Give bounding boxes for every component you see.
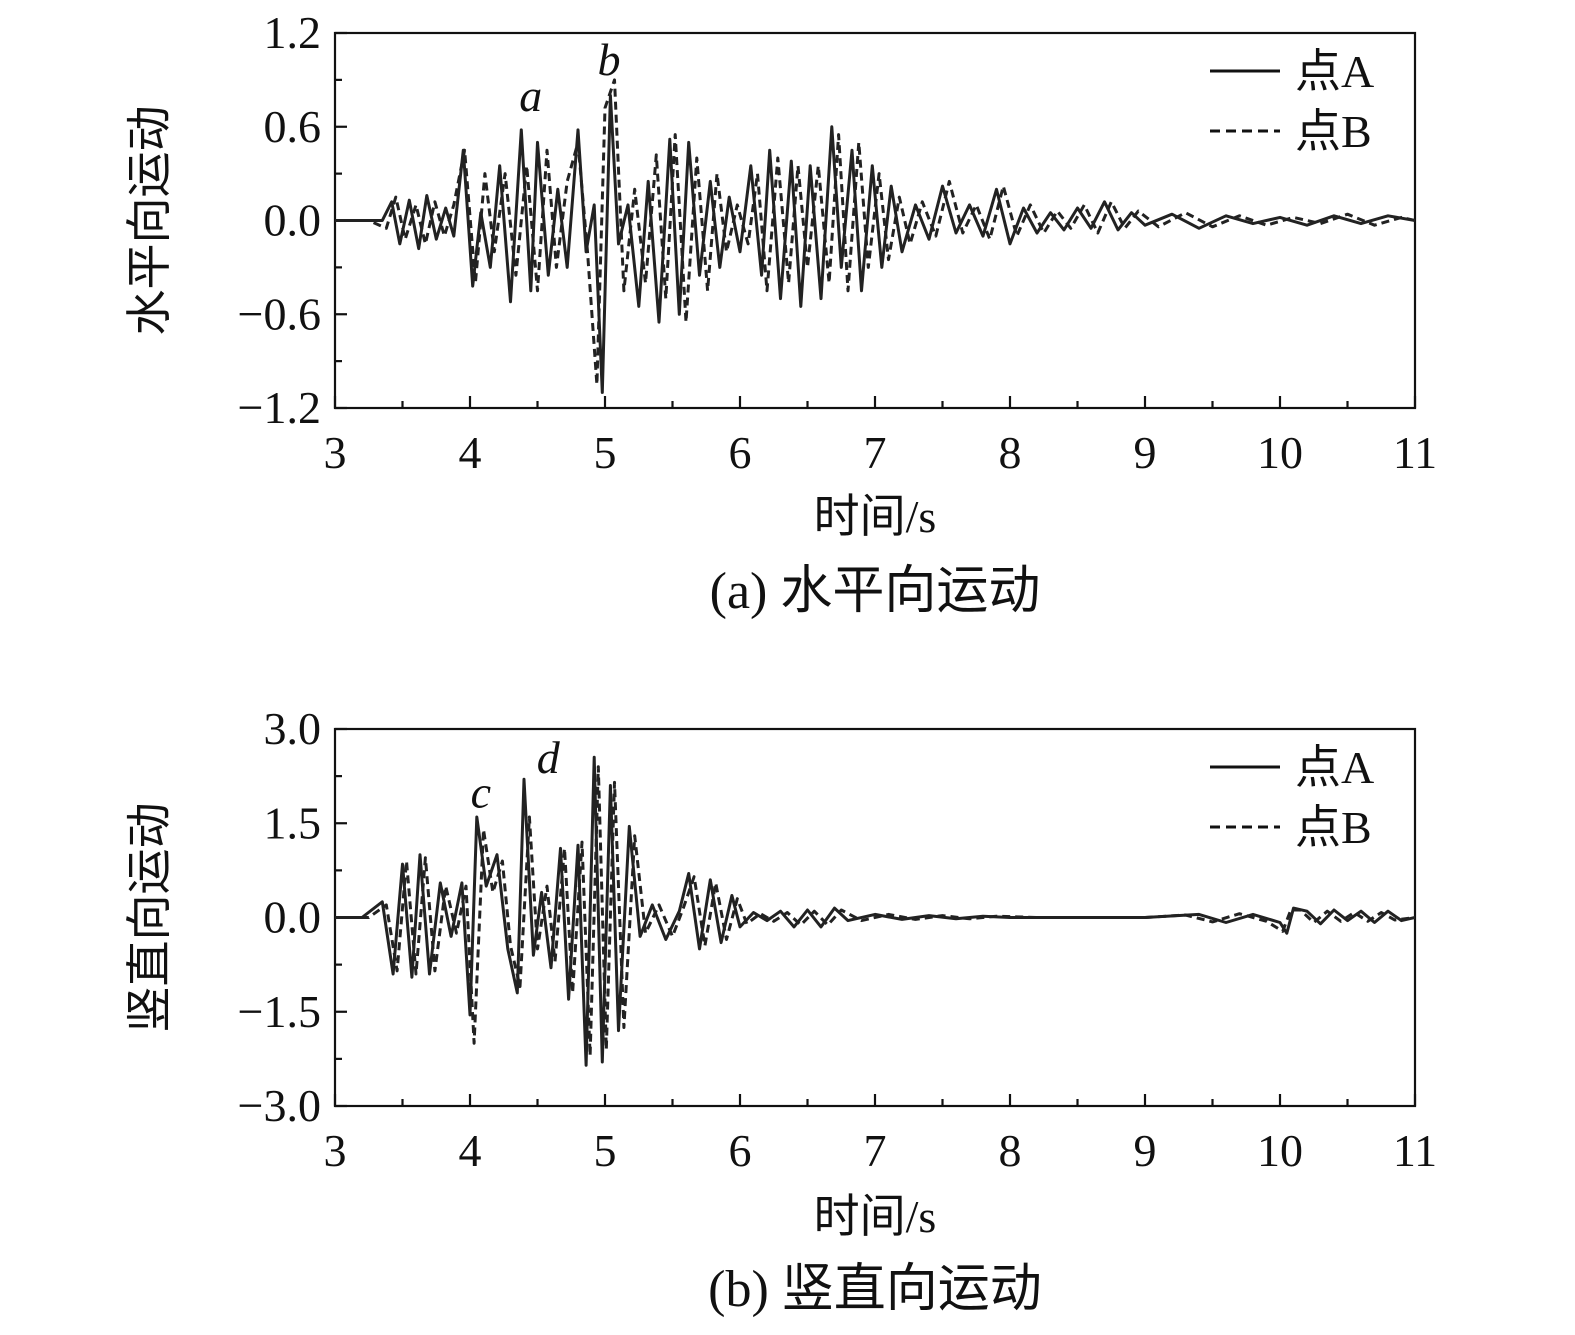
legend-label: 点B xyxy=(1295,802,1372,853)
x-tick-label: 11 xyxy=(1393,1125,1437,1176)
x-tick-label: 10 xyxy=(1257,427,1303,478)
y-tick-label: −3.0 xyxy=(238,1080,321,1131)
x-tick-label: 8 xyxy=(999,1125,1022,1176)
x-tick-label: 5 xyxy=(594,1125,617,1176)
x-tick-label: 4 xyxy=(459,427,482,478)
x-tick-label: 11 xyxy=(1393,427,1437,478)
y-axis-label: 水平向运动 xyxy=(124,106,175,336)
x-axis-label: 时间/s xyxy=(814,1191,937,1242)
y-tick-label: 1.2 xyxy=(264,7,322,58)
peak-annotation: b xyxy=(598,34,621,85)
x-tick-label: 9 xyxy=(1134,427,1157,478)
series-line-point-b xyxy=(335,765,1415,1058)
panel-b-vertical-motion: 3 4 5 6 7 8 9 10 11 −3.0 −1.5 0.0 1.5 3.0 时间/s 竖直向运动 (b)… xyxy=(124,703,1437,1318)
x-tick-label: 7 xyxy=(864,427,887,478)
y-axis-label: 竖直向运动 xyxy=(124,803,175,1033)
y-tick-label: −1.5 xyxy=(238,986,321,1037)
series-line-point-b xyxy=(335,78,1415,387)
y-tick-label: 1.5 xyxy=(264,797,322,848)
x-tick-label: 6 xyxy=(729,427,752,478)
y-tick-label: 0.0 xyxy=(264,195,322,246)
x-axis-label: 时间/s xyxy=(814,491,937,542)
panel-caption: (a) 水平向运动 xyxy=(710,563,1041,620)
y-tick-label: 3.0 xyxy=(264,703,322,754)
legend-label: 点B xyxy=(1295,106,1372,157)
panel-caption: (b) 竖直向运动 xyxy=(708,1261,1042,1318)
series-line-point-a xyxy=(335,94,1415,394)
y-tick-label: 0.6 xyxy=(264,101,322,152)
x-tick-label: 10 xyxy=(1257,1125,1303,1176)
peak-annotation: c xyxy=(471,767,491,818)
peak-annotation: a xyxy=(519,70,542,121)
x-tick-label: 5 xyxy=(594,427,617,478)
legend-label: 点A xyxy=(1295,46,1374,97)
y-tick-label: −0.6 xyxy=(238,288,321,339)
y-tick-label: 0.0 xyxy=(264,892,322,943)
x-tick-label: 3 xyxy=(324,1125,347,1176)
x-tick-label: 3 xyxy=(324,427,347,478)
x-tick-label: 8 xyxy=(999,427,1022,478)
legend-label: 点A xyxy=(1295,742,1374,793)
x-tick-label: 4 xyxy=(459,1125,482,1176)
series-line-point-a xyxy=(335,755,1415,1067)
x-tick-label: 7 xyxy=(864,1125,887,1176)
x-tick-label: 9 xyxy=(1134,1125,1157,1176)
y-tick-label: −1.2 xyxy=(238,382,321,433)
x-tick-label: 6 xyxy=(729,1125,752,1176)
panel-a-horizontal-motion: 3 4 5 6 7 8 9 10 11 −1.2 −0.6 0.0 0.6 1.2 时间/s 水平向运动 (a)… xyxy=(124,7,1437,620)
peak-annotation: d xyxy=(537,732,561,783)
